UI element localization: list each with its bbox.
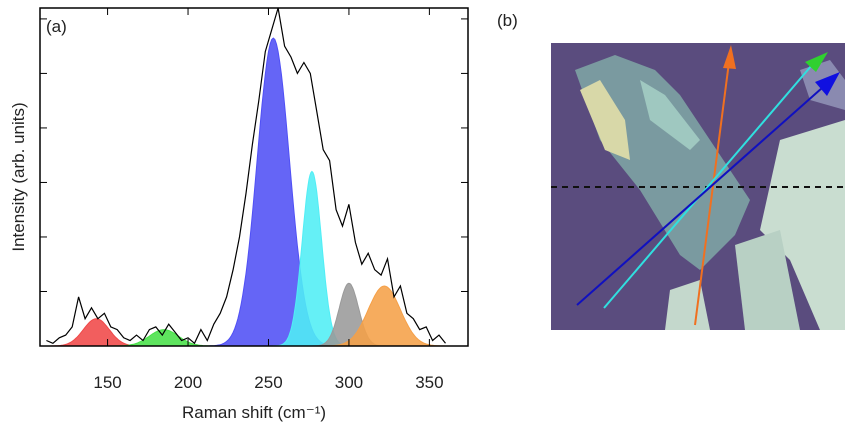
- fit-peak: [320, 285, 449, 347]
- y-axis-label: Intensity (arb. units): [9, 102, 28, 251]
- x-axis-label: Raman shift (cm⁻¹): [182, 403, 326, 422]
- spectrum-line: [46, 7, 446, 345]
- panel-label: (b): [497, 11, 518, 30]
- x-tick-label: 300: [335, 373, 363, 392]
- x-tick-label: 150: [93, 373, 121, 392]
- panel-label: (a): [46, 17, 67, 36]
- micrograph: [551, 43, 845, 330]
- x-tick-label: 200: [174, 373, 202, 392]
- plot-frame: [39, 7, 469, 347]
- fit-peak: [44, 318, 148, 347]
- x-tick-label: 350: [415, 373, 443, 392]
- x-tick-label: 250: [254, 373, 282, 392]
